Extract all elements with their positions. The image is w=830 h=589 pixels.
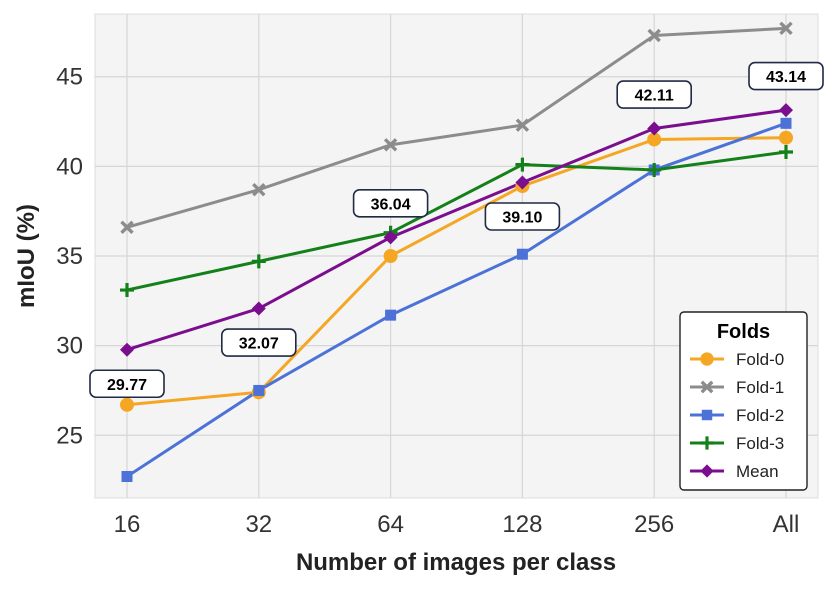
- series-markers: [120, 21, 793, 482]
- data-point-mean: [647, 121, 662, 136]
- y-tick-label: 45: [56, 64, 83, 91]
- series-line-mean: [126, 108, 787, 352]
- x-tick-label: 128: [502, 511, 542, 538]
- data-point-fold-1: [383, 138, 398, 152]
- legend-label: Mean: [736, 462, 779, 481]
- y-tick-label: 30: [56, 333, 83, 360]
- y-tick-label: 40: [56, 153, 83, 180]
- x-tick-label: 32: [245, 511, 272, 538]
- data-point-fold-1: [647, 28, 661, 43]
- legend-label: Fold-1: [736, 378, 784, 397]
- callout-box: [89, 369, 165, 399]
- value-callout: 42.11: [616, 80, 693, 109]
- data-point-fold-0: [120, 397, 134, 412]
- legend-item-fold-3: Fold-3: [690, 434, 784, 453]
- series-lines: [126, 26, 787, 478]
- mean-value-callouts: 29.77 32.07 36.04 39.10 42.11 43.14: [89, 61, 824, 399]
- y-tick-label: 35: [56, 243, 83, 270]
- callout-box: [352, 189, 429, 218]
- callout-label: 36.04: [371, 196, 411, 213]
- data-point-fold-2: [780, 117, 792, 129]
- callout-box: [748, 61, 824, 91]
- callout-label: 29.77: [107, 377, 147, 394]
- callout-label: 43.14: [766, 69, 806, 86]
- x-tick-label: 256: [634, 511, 674, 538]
- legend-item-fold-1: Fold-1: [690, 378, 784, 397]
- data-point-fold-2: [385, 309, 397, 321]
- legend-item-fold-2: Fold-2: [690, 406, 784, 425]
- data-point-fold-2: [516, 248, 528, 260]
- callout-box: [616, 80, 693, 109]
- y-axis-title: mIoU (%): [13, 204, 40, 308]
- data-point-mean: [515, 175, 530, 190]
- data-point-mean: [251, 301, 266, 316]
- legend-swatch-marker: [701, 409, 713, 421]
- data-point-fold-3: [647, 162, 662, 177]
- x-tick-label: 64: [377, 511, 404, 538]
- callout-box: [221, 328, 297, 357]
- x-axis-title: Number of images per class: [296, 549, 616, 576]
- value-callout: 39.10: [484, 202, 561, 231]
- data-point-mean: [120, 342, 134, 357]
- callout-label: 42.11: [635, 88, 674, 105]
- data-point-fold-3: [779, 145, 793, 160]
- value-callout: 32.07: [221, 328, 297, 357]
- legend-swatch-marker: [700, 352, 714, 366]
- data-point-mean: [779, 103, 793, 118]
- series-line-fold-0: [126, 136, 787, 407]
- data-point-fold-1: [120, 220, 134, 235]
- legend-swatch-marker: [700, 436, 714, 450]
- callout-label: 39.10: [502, 210, 542, 227]
- legend: Folds Fold-0 Fold-1 Fold-2 Fold-3 Mean: [679, 311, 808, 491]
- callout-label: 32.07: [239, 336, 279, 353]
- legend-item-fold-0: Fold-0: [690, 350, 784, 369]
- data-point-fold-0: [383, 249, 398, 263]
- legend-title: Folds: [717, 321, 770, 343]
- series-line-fold-3: [126, 150, 787, 292]
- series-line-fold-2: [126, 121, 787, 478]
- data-point-mean: [383, 230, 398, 245]
- value-callout: 43.14: [748, 61, 824, 91]
- x-tick-label: All: [773, 511, 800, 538]
- legend-item-mean: Mean: [690, 462, 779, 481]
- data-point-fold-2: [121, 470, 133, 482]
- legend-label: Fold-0: [736, 350, 784, 369]
- data-point-fold-1: [779, 21, 793, 36]
- data-point-fold-1: [515, 118, 530, 132]
- data-point-fold-1: [252, 182, 266, 197]
- legend-label: Fold-2: [736, 406, 784, 425]
- legend-label: Fold-3: [736, 434, 784, 453]
- data-point-fold-2: [253, 384, 265, 396]
- y-tick-labels: 25 30 35 40 45: [56, 64, 83, 450]
- y-tick-label: 25: [56, 422, 83, 449]
- value-callout: 29.77: [89, 369, 165, 399]
- x-tick-labels: 16 32 64 128 256 All: [114, 511, 800, 538]
- data-point-fold-3: [515, 157, 530, 172]
- data-point-fold-3: [120, 283, 134, 298]
- value-callout: 36.04: [352, 189, 429, 218]
- legend-swatch-marker: [700, 380, 714, 394]
- x-tick-label: 16: [114, 511, 141, 538]
- callout-box: [484, 202, 561, 231]
- data-point-fold-0: [779, 130, 793, 145]
- series-line-fold-1: [126, 26, 787, 229]
- legend-swatch-marker: [700, 464, 714, 478]
- data-point-fold-0: [647, 132, 662, 147]
- data-point-fold-3: [251, 254, 266, 269]
